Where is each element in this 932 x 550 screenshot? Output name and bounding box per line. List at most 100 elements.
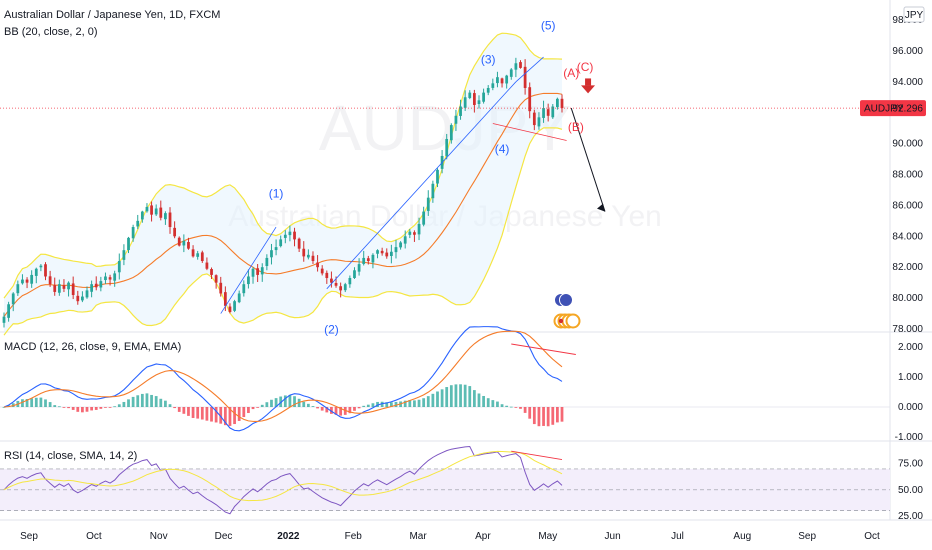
- candle-body: [219, 282, 223, 294]
- candle-body: [81, 296, 84, 301]
- candle-body: [283, 234, 287, 238]
- candle-body: [385, 252, 389, 257]
- macd-histogram-bar: [242, 407, 246, 418]
- sell-arrow-head: [581, 85, 596, 94]
- time-axis: Sep Oct Nov Dec 2022 Feb Mar Apr May Jun Jul Aug Sep…: [20, 531, 880, 542]
- macd-histogram-bar: [316, 407, 319, 409]
- candle-body: [514, 63, 518, 70]
- candle-body: [2, 316, 6, 323]
- candle-body: [154, 208, 158, 215]
- macd-axis-tick: -1.000: [895, 432, 924, 443]
- macd-histogram-bar: [237, 407, 241, 421]
- macd-histogram-bar: [394, 401, 398, 407]
- candle-body: [320, 268, 324, 274]
- macd-histogram-bar: [122, 401, 126, 407]
- macd-histogram-bar: [104, 407, 107, 408]
- macd-histogram-bar: [140, 393, 144, 407]
- candle-body: [113, 273, 117, 281]
- event-flag-icon: [559, 293, 573, 307]
- macd-histogram-bar: [389, 402, 393, 407]
- macd-histogram-bar: [233, 407, 236, 425]
- macd-signal-line: [3, 330, 563, 422]
- time-axis-tick: Oct: [86, 531, 102, 542]
- time-axis-tick: Sep: [798, 531, 816, 542]
- rsi-divergence-line: [511, 450, 563, 461]
- wave-label: (C): [577, 60, 594, 74]
- macd-histogram-bar: [445, 387, 449, 407]
- macd-histogram-bar: [168, 404, 172, 407]
- candle-body: [270, 250, 273, 258]
- wave-label: (4): [495, 142, 510, 156]
- candle-body: [413, 232, 416, 235]
- macd-histogram-bar: [546, 407, 550, 427]
- candle-body: [334, 282, 338, 286]
- candle-body: [57, 284, 61, 293]
- candle-body: [34, 268, 38, 276]
- candle-body: [325, 272, 329, 279]
- macd-histogram-bar: [127, 399, 130, 407]
- macd-histogram-bar: [67, 407, 70, 409]
- macd-histogram-bar: [260, 404, 264, 407]
- candle-body: [302, 248, 306, 257]
- macd-histogram-bar: [200, 407, 204, 420]
- macd-histogram-bar: [57, 406, 61, 408]
- price-tag-symbol: AUDJPY: [864, 104, 904, 115]
- macd-histogram-bar: [210, 407, 213, 422]
- macd-histogram-bar: [436, 391, 439, 407]
- candle-body: [260, 267, 264, 275]
- wave-label: (5): [541, 18, 556, 32]
- candle-body: [108, 277, 112, 280]
- macd-histogram-bar: [131, 396, 135, 407]
- candle-body: [140, 211, 144, 220]
- bollinger-upper: [3, 32, 563, 299]
- candle-body: [145, 206, 149, 212]
- candle-body: [343, 284, 347, 291]
- macd-histogram-bar: [500, 404, 504, 407]
- candle-body: [159, 207, 163, 218]
- macd-histogram-bar: [334, 407, 338, 415]
- macd-histogram-bar: [94, 407, 98, 410]
- currency-badge[interactable]: [903, 6, 925, 23]
- candle-body: [422, 211, 426, 225]
- macd-histogram-bar: [403, 400, 407, 407]
- bollinger-bands: [3, 32, 563, 336]
- macd-histogram-bar: [528, 407, 532, 419]
- macd-histogram-bar: [164, 400, 167, 407]
- candle-body: [39, 265, 43, 268]
- candle-body: [168, 212, 172, 228]
- candle-body: [279, 239, 283, 247]
- candle-body: [509, 69, 513, 77]
- macd-histogram-bar: [34, 397, 38, 407]
- macd-histogram-bar: [371, 403, 375, 407]
- macd-histogram-bar: [482, 395, 485, 407]
- candle-body: [177, 237, 181, 246]
- candle-body: [542, 108, 545, 118]
- candle-body: [182, 240, 186, 246]
- price-axis-tick: 82.000: [892, 262, 923, 273]
- candle-body: [468, 92, 472, 99]
- candle-body: [551, 106, 555, 118]
- macd-histogram-bar: [265, 402, 269, 407]
- price-axis-tick: 88.000: [892, 170, 923, 181]
- price-axis-tick: 86.000: [892, 200, 923, 211]
- candle-body: [274, 247, 278, 251]
- candle-body: [242, 284, 246, 294]
- macd-histogram-bar: [270, 399, 273, 407]
- candle-body: [187, 242, 190, 249]
- candle-body: [62, 285, 66, 289]
- macd-histogram-bar: [472, 390, 476, 407]
- candle-body: [173, 227, 177, 237]
- candle-body: [431, 183, 435, 199]
- candle-body: [67, 282, 70, 290]
- macd-histogram-bar: [247, 407, 250, 414]
- macd-histogram-bar: [62, 407, 66, 408]
- macd-axis-tick: 2.000: [898, 342, 923, 353]
- time-axis-tick: 2022: [277, 531, 300, 542]
- macd-histogram-bar: [117, 404, 121, 407]
- candle-body: [94, 283, 98, 288]
- candle-body: [556, 98, 559, 108]
- candle-body: [233, 301, 236, 311]
- macd-histogram-bar: [99, 407, 103, 409]
- macd-histogram-bar: [53, 405, 57, 407]
